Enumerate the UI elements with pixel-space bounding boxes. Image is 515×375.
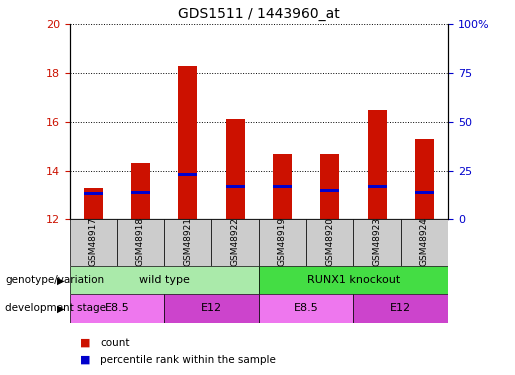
Bar <box>212 219 259 266</box>
Bar <box>164 219 212 266</box>
Text: ■: ■ <box>80 355 90 365</box>
Bar <box>259 219 306 266</box>
Bar <box>178 173 197 176</box>
Text: wild type: wild type <box>139 275 190 285</box>
Text: RUNX1 knockout: RUNX1 knockout <box>307 275 400 285</box>
Bar <box>320 154 339 219</box>
Bar <box>320 189 339 192</box>
Bar <box>259 294 353 322</box>
Text: genotype/variation: genotype/variation <box>5 275 104 285</box>
Bar <box>70 294 164 322</box>
Text: GSM48917: GSM48917 <box>89 217 98 266</box>
Bar <box>226 185 245 188</box>
Bar <box>353 294 448 322</box>
Bar <box>226 119 245 219</box>
Bar <box>259 266 448 294</box>
Bar <box>401 219 448 266</box>
Bar <box>84 192 102 195</box>
Bar <box>415 191 434 194</box>
Text: GSM48920: GSM48920 <box>325 217 334 266</box>
Bar <box>273 185 292 188</box>
Text: GSM48922: GSM48922 <box>231 217 239 266</box>
Text: GSM48924: GSM48924 <box>420 217 429 266</box>
Text: E8.5: E8.5 <box>294 303 318 313</box>
Bar <box>70 266 259 294</box>
Text: ▶: ▶ <box>57 303 64 313</box>
Text: E12: E12 <box>390 303 411 313</box>
Text: count: count <box>100 338 130 348</box>
Text: ▶: ▶ <box>57 275 64 285</box>
Bar <box>368 110 387 219</box>
Bar <box>178 66 197 219</box>
Bar <box>273 154 292 219</box>
Text: GSM48918: GSM48918 <box>136 217 145 266</box>
Bar <box>131 164 150 219</box>
Title: GDS1511 / 1443960_at: GDS1511 / 1443960_at <box>178 7 340 21</box>
Bar <box>84 188 102 219</box>
Bar <box>353 219 401 266</box>
Bar <box>117 219 164 266</box>
Text: E8.5: E8.5 <box>105 303 129 313</box>
Text: ■: ■ <box>80 338 90 348</box>
Bar <box>415 139 434 219</box>
Bar <box>70 219 117 266</box>
Text: GSM48919: GSM48919 <box>278 217 287 266</box>
Text: percentile rank within the sample: percentile rank within the sample <box>100 355 277 365</box>
Bar <box>368 185 387 188</box>
Bar <box>306 219 353 266</box>
Bar <box>164 294 259 322</box>
Bar <box>131 191 150 194</box>
Text: E12: E12 <box>201 303 222 313</box>
Text: GSM48921: GSM48921 <box>183 217 192 266</box>
Text: GSM48923: GSM48923 <box>372 217 382 266</box>
Text: development stage: development stage <box>5 303 106 313</box>
